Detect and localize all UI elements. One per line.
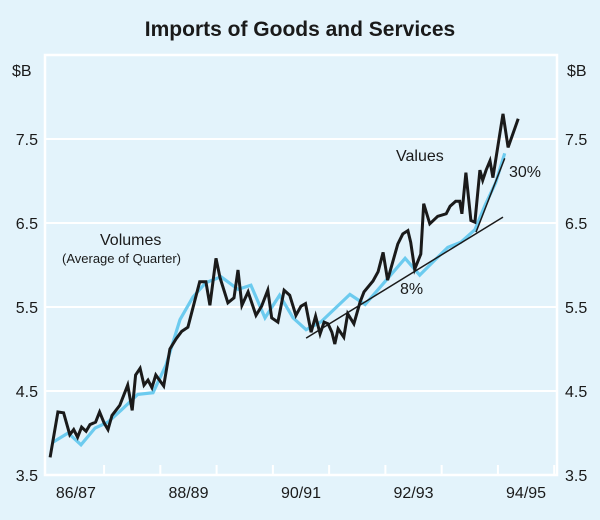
series-line-volumes <box>52 152 507 448</box>
trend-line-30 <box>475 158 506 233</box>
x-tick-label: 88/89 <box>168 485 208 502</box>
y-tick-label-left: 3.5 <box>16 468 38 485</box>
x-tick-label: 94/95 <box>506 485 546 502</box>
y-tick-label-right: 5.5 <box>565 300 587 317</box>
series <box>48 113 520 458</box>
y-tick-label-left: 6.5 <box>16 216 38 233</box>
annotation-trend-30: 30% <box>509 164 541 181</box>
annotation-trend-8: 8% <box>400 281 423 298</box>
annotation-volumes: Volumes <box>100 232 161 249</box>
y-tick-label-left: 7.5 <box>16 132 38 149</box>
y-axis-label-right: $B <box>567 63 587 80</box>
chart-title: Imports of Goods and Services <box>145 18 455 41</box>
trend-line-8 <box>305 216 504 339</box>
y-tick-label-right: 3.5 <box>565 468 587 485</box>
plot-frame <box>43 53 559 477</box>
series-line-values <box>48 113 520 458</box>
y-tick-label-right: 6.5 <box>565 216 587 233</box>
x-tick-label: 90/91 <box>281 485 321 502</box>
y-ticks: 3.5 3.5 4.5 4.5 5.5 5.5 6.5 6.5 7.5 7.5 <box>16 132 588 485</box>
y-tick-label-left: 4.5 <box>16 384 38 401</box>
y-tick-label-right: 4.5 <box>565 384 587 401</box>
x-tick-label: 86/87 <box>56 485 96 502</box>
y-tick-label-left: 5.5 <box>16 300 38 317</box>
annotation-volumes-sub: (Average of Quarter) <box>62 251 181 266</box>
y-axis-label-left: $B <box>12 63 32 80</box>
annotation-values: Values <box>396 148 444 165</box>
x-ticks: 86/87 88/89 90/91 92/93 94/95 <box>56 465 556 502</box>
y-tick-label-right: 7.5 <box>565 132 587 149</box>
x-tick-label: 92/93 <box>394 485 434 502</box>
